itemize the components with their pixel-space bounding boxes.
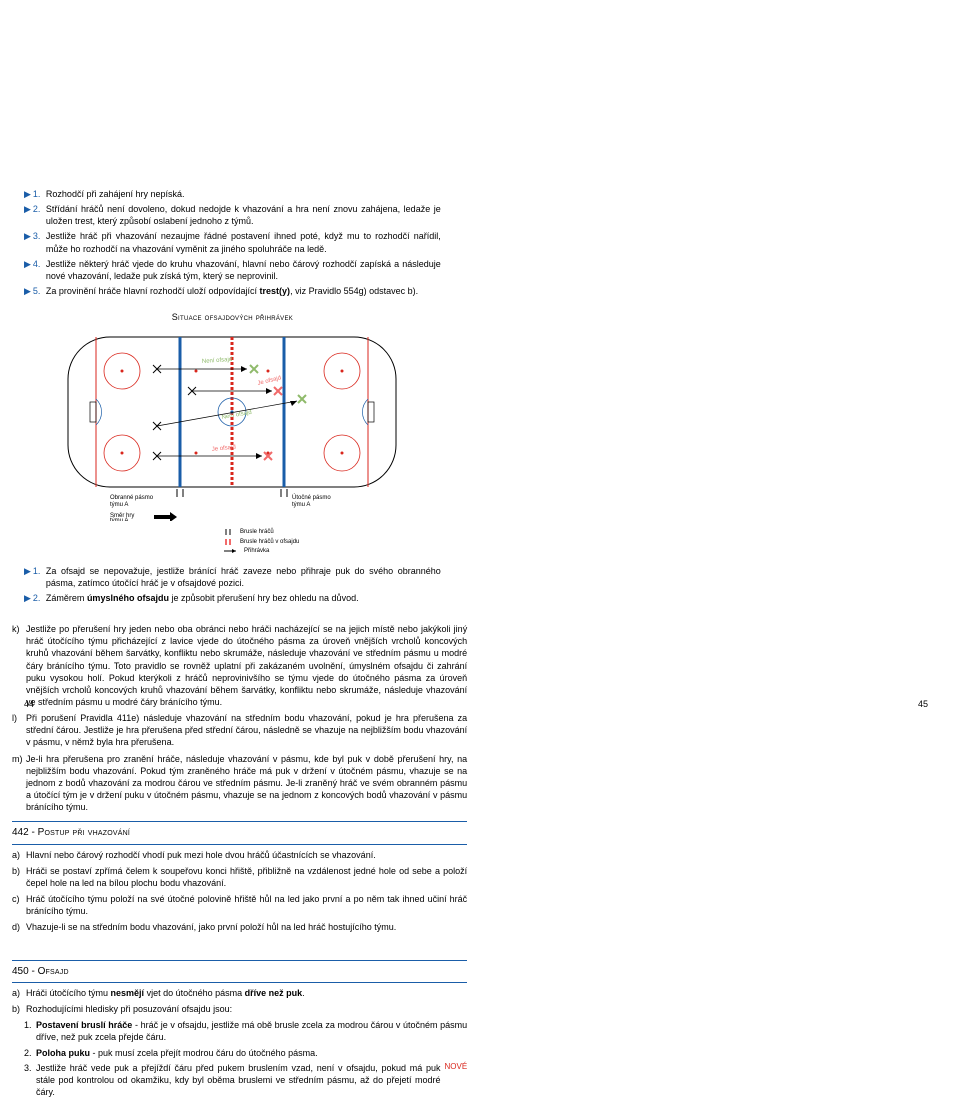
heading-442: 442 - Postup při vhazování [12,826,467,840]
rule-item: ▶1.Rozhodčí při zahájení hry nepíská. [24,188,441,200]
svg-text:Obranné pásmo: Obranné pásmo [110,495,154,501]
rule-item: ▶1.Za ofsajd se nepovažuje, jestliže brá… [24,565,441,589]
rule-450-sub: 2.Poloha puku - puk musí zcela přejít mo… [12,1047,467,1059]
rule-item: ▶2.Záměrem úmyslného ofsajdu je způsobit… [24,592,441,604]
legend-pass: Přihrávka [224,547,334,555]
rule-item: ▶3.Jestliže hráč při vhazování nezaujme … [24,230,441,254]
annot-offside: Je ofsajd [257,376,282,388]
page-number-right: 45 [918,698,928,710]
para-item: k)Jestliže po přerušení hry jeden nebo o… [12,623,467,708]
rule-item: ▶2.Střídání hráčů není dovoleno, dokud n… [24,203,441,227]
rule-item: ▶4.Jestliže některý hráč vjede do kruhu … [24,258,441,282]
rule-450-sub: 1.Postavení bruslí hráče - hráč je v ofs… [12,1019,467,1043]
annot-not-offside-2: Není ofsajd [222,410,253,421]
page-number-left: 44 [24,698,34,710]
rule-442-item: a)Hlavní nebo čárový rozhodčí vhodí puk … [12,849,467,861]
legend-skates: Brusle hráčů [224,528,334,536]
para-item: l)Při porušení Pravidla 411e) následuje … [12,712,467,748]
nove-badge: NOVÉ [445,1062,468,1098]
rule-450-sub: 3.Jestliže hráč vede puk a přejíždí čáru… [12,1062,467,1098]
rule-450-a: a) Hráči útočícího týmu nesmějí vjet do … [12,987,467,999]
offside-diagram: Není ofsajd Je ofsajd Není ofsajd Je o [24,331,441,554]
svg-text:týmu A: týmu A [292,502,310,508]
rule-item: ▶5.Za provinění hráče hlavní rozhodčí ul… [24,285,441,297]
annot-not-offside: Není ofsajd [202,357,233,365]
svg-text:týmu A: týmu A [110,502,128,508]
annot-offside-2: Je ofsajd [212,445,237,453]
rule-442-item: d)Vhazuje-li se na středním bodu vhazová… [12,921,467,933]
rule-442-item: c)Hráč útočícího týmu položí na své útoč… [12,893,467,917]
rule-450-b: b) Rozhodujícími hledisky při posuzování… [12,1003,467,1015]
rule-442-item: b)Hráči se postaví zpřímá čelem k soupeř… [12,865,467,889]
svg-text:Útočné pásmo: Útočné pásmo [292,494,331,501]
svg-text:týmu A: týmu A [110,518,128,521]
para-item: m)Je-li hra přerušena pro zranění hráče,… [12,753,467,814]
heading-450: 450 - Ofsajd [12,965,467,979]
legend-skates-offside: Brusle hráčů v ofsajdu [224,538,334,546]
diagram-title: Situace ofsajdových přihrávek [24,311,441,323]
